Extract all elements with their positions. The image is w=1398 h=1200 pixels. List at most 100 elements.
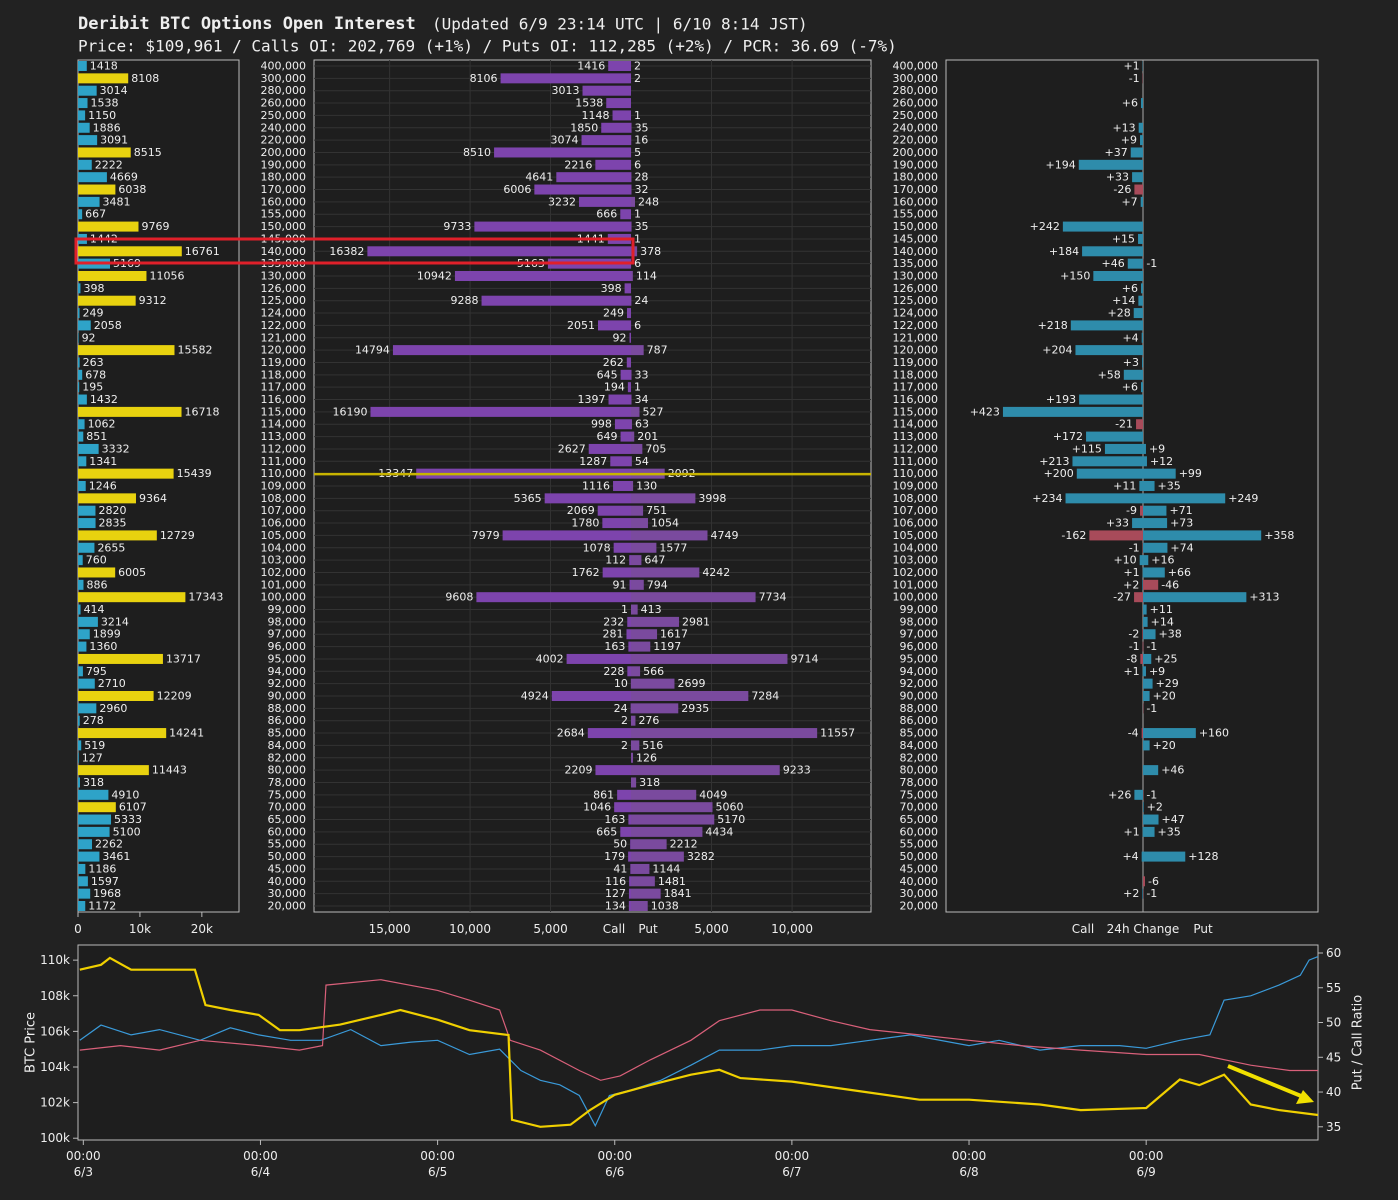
bar bbox=[1143, 691, 1150, 702]
bar-label: +9 bbox=[1149, 442, 1165, 455]
bar bbox=[78, 604, 81, 615]
x-tick-label: 5,000 bbox=[694, 922, 728, 936]
bar-label: 398 bbox=[601, 282, 622, 295]
bar bbox=[631, 184, 632, 195]
bar bbox=[78, 851, 100, 862]
bar bbox=[474, 221, 631, 232]
bar-label: 8510 bbox=[463, 146, 491, 159]
bar bbox=[78, 481, 86, 492]
bar-label: 1 bbox=[634, 208, 641, 221]
y-tick-label: 260,000 bbox=[261, 97, 307, 110]
bar bbox=[78, 394, 87, 405]
y-tick-label: 92,000 bbox=[900, 677, 939, 690]
bar-label: 16761 bbox=[185, 245, 220, 258]
bar bbox=[578, 196, 631, 207]
bar-label: 232 bbox=[603, 615, 624, 628]
bar bbox=[627, 382, 631, 393]
bar bbox=[78, 641, 87, 652]
y-tick-label: 220,000 bbox=[261, 134, 307, 147]
bar bbox=[1142, 357, 1143, 368]
bar-label: 2960 bbox=[99, 702, 127, 715]
y-tick-label: 50,000 bbox=[268, 850, 307, 863]
y-tick-label: 111,000 bbox=[261, 455, 307, 468]
y-tick-label: 130,000 bbox=[893, 270, 939, 283]
x-tick-label: 15,000 bbox=[369, 922, 411, 936]
bar-label: 91 bbox=[613, 578, 627, 591]
bar bbox=[1140, 505, 1143, 516]
y-tick-label: 108,000 bbox=[893, 492, 939, 505]
y-tick-label: 97,000 bbox=[900, 628, 939, 641]
x-tick-date: 6/5 bbox=[428, 1165, 447, 1179]
bar-label: 2212 bbox=[670, 838, 698, 851]
y-tick-label: 96,000 bbox=[268, 640, 307, 653]
bar-label: 1 bbox=[634, 109, 641, 122]
y-tick-label: 104,000 bbox=[261, 541, 307, 554]
bar bbox=[614, 419, 631, 430]
bar bbox=[614, 802, 631, 813]
bar bbox=[78, 61, 87, 71]
y-tick-label: 121,000 bbox=[261, 331, 307, 344]
x-tick-date: 6/3 bbox=[74, 1165, 93, 1179]
y-tick-label: 45,000 bbox=[268, 862, 307, 875]
y-tick-label: 280,000 bbox=[893, 84, 939, 97]
bar bbox=[1078, 159, 1143, 170]
bar bbox=[78, 505, 96, 516]
bar-label: 1341 bbox=[89, 455, 117, 468]
trend-arrow-head bbox=[1296, 1090, 1314, 1104]
bar bbox=[1139, 481, 1143, 492]
bar bbox=[631, 271, 633, 282]
bar-label: -1 bbox=[1129, 640, 1140, 653]
bar bbox=[629, 876, 631, 887]
bar-label: 1538 bbox=[91, 97, 119, 110]
bar bbox=[1086, 431, 1143, 442]
bar-label: 6005 bbox=[118, 566, 146, 579]
bar-label: 114 bbox=[636, 270, 657, 283]
bar-label: +313 bbox=[1249, 591, 1279, 604]
y-tick-label: 200,000 bbox=[893, 146, 939, 159]
bar-label: 24 bbox=[634, 294, 648, 307]
bar-label: +9 bbox=[1121, 134, 1137, 147]
bar bbox=[631, 481, 634, 492]
bar bbox=[481, 295, 631, 306]
bar-label: 9714 bbox=[790, 652, 818, 665]
y-tick-label: 120,000 bbox=[893, 344, 939, 357]
bar bbox=[78, 98, 88, 109]
bar bbox=[1142, 629, 1143, 640]
bar bbox=[78, 345, 175, 356]
bar bbox=[1138, 233, 1143, 244]
bar bbox=[370, 406, 631, 417]
y-tick-label: 112,000 bbox=[261, 442, 307, 455]
bar bbox=[78, 73, 129, 84]
bar-label: 9608 bbox=[445, 591, 473, 604]
bar-label: 163 bbox=[604, 640, 625, 653]
y-tick-label: 122,000 bbox=[261, 319, 307, 332]
bar bbox=[631, 542, 657, 553]
bar-label: +6 bbox=[1122, 97, 1138, 110]
bar-label: 24 bbox=[614, 702, 628, 715]
bar-label: 2209 bbox=[564, 764, 592, 777]
bar-label: +1 bbox=[1123, 825, 1139, 838]
y-axis-label: BTC Price bbox=[24, 1012, 39, 1073]
bar bbox=[78, 592, 186, 603]
y-tick-label: 150,000 bbox=[893, 220, 939, 233]
bar bbox=[1141, 332, 1143, 343]
bar-label: 2710 bbox=[98, 677, 126, 690]
y-tick-label: 101,000 bbox=[893, 578, 939, 591]
bar bbox=[1142, 888, 1143, 899]
bar bbox=[1127, 258, 1143, 269]
bar bbox=[630, 863, 631, 874]
bar bbox=[566, 653, 631, 664]
bar-label: -1 bbox=[1146, 640, 1157, 653]
bar bbox=[628, 814, 631, 825]
summary: Price: $109,961 / Calls OI: 202,769 (+1%… bbox=[78, 37, 897, 56]
series-line bbox=[79, 979, 1318, 1081]
bar bbox=[1142, 579, 1143, 590]
bar bbox=[1093, 271, 1143, 282]
bar-label: 1 bbox=[634, 381, 641, 394]
y-tick-label: 109,000 bbox=[261, 480, 307, 493]
bar-label: 35 bbox=[635, 220, 649, 233]
bar bbox=[631, 579, 644, 590]
y-tick-label: 240,000 bbox=[893, 121, 939, 134]
y-tick-label: 400,000 bbox=[893, 60, 939, 73]
